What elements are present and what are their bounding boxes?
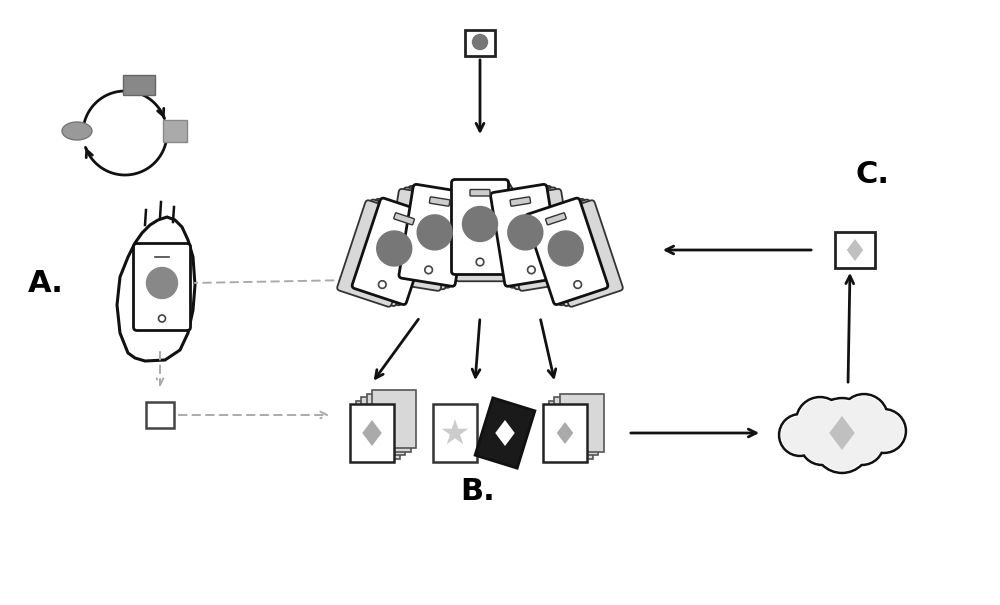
- Circle shape: [839, 420, 884, 465]
- FancyBboxPatch shape: [560, 393, 604, 451]
- Circle shape: [843, 424, 881, 462]
- FancyBboxPatch shape: [535, 200, 618, 306]
- Circle shape: [800, 420, 845, 465]
- Circle shape: [795, 396, 844, 445]
- FancyBboxPatch shape: [433, 404, 477, 462]
- Circle shape: [417, 215, 452, 250]
- FancyBboxPatch shape: [163, 120, 187, 142]
- Circle shape: [842, 396, 886, 440]
- FancyBboxPatch shape: [554, 397, 598, 455]
- Text: A.: A.: [28, 269, 64, 298]
- FancyBboxPatch shape: [356, 401, 400, 459]
- Circle shape: [812, 397, 872, 459]
- FancyBboxPatch shape: [546, 213, 566, 225]
- FancyBboxPatch shape: [361, 397, 405, 455]
- FancyBboxPatch shape: [134, 243, 191, 330]
- FancyBboxPatch shape: [495, 186, 566, 288]
- FancyBboxPatch shape: [526, 198, 608, 304]
- FancyBboxPatch shape: [394, 213, 414, 225]
- FancyBboxPatch shape: [543, 404, 587, 462]
- Circle shape: [799, 400, 841, 442]
- FancyBboxPatch shape: [352, 198, 434, 304]
- Polygon shape: [362, 420, 382, 446]
- Circle shape: [817, 420, 867, 470]
- Circle shape: [803, 424, 841, 462]
- FancyBboxPatch shape: [394, 186, 465, 288]
- Circle shape: [462, 206, 498, 241]
- FancyBboxPatch shape: [372, 390, 416, 448]
- Circle shape: [782, 417, 818, 453]
- FancyBboxPatch shape: [123, 75, 155, 95]
- FancyBboxPatch shape: [475, 398, 535, 468]
- FancyBboxPatch shape: [146, 402, 174, 428]
- FancyBboxPatch shape: [454, 184, 511, 279]
- Circle shape: [802, 423, 842, 463]
- FancyBboxPatch shape: [337, 200, 420, 307]
- Circle shape: [377, 231, 412, 266]
- Circle shape: [781, 416, 819, 454]
- FancyBboxPatch shape: [389, 188, 460, 289]
- FancyBboxPatch shape: [835, 232, 875, 268]
- FancyBboxPatch shape: [366, 393, 411, 451]
- Circle shape: [548, 231, 583, 266]
- Circle shape: [864, 411, 904, 451]
- FancyBboxPatch shape: [470, 189, 490, 196]
- Circle shape: [840, 393, 889, 442]
- Polygon shape: [495, 420, 515, 446]
- FancyBboxPatch shape: [429, 197, 450, 206]
- Polygon shape: [829, 416, 855, 450]
- FancyBboxPatch shape: [491, 185, 561, 286]
- FancyBboxPatch shape: [451, 180, 509, 275]
- Circle shape: [815, 401, 869, 455]
- FancyBboxPatch shape: [465, 30, 495, 56]
- FancyBboxPatch shape: [531, 199, 613, 306]
- Circle shape: [778, 413, 822, 457]
- Ellipse shape: [62, 122, 92, 140]
- FancyBboxPatch shape: [540, 200, 623, 307]
- Polygon shape: [557, 422, 573, 444]
- Polygon shape: [847, 239, 863, 261]
- FancyBboxPatch shape: [510, 197, 531, 206]
- Circle shape: [146, 267, 178, 298]
- FancyBboxPatch shape: [453, 182, 510, 276]
- Circle shape: [798, 399, 842, 443]
- FancyBboxPatch shape: [456, 186, 513, 281]
- Circle shape: [842, 423, 882, 463]
- Circle shape: [814, 416, 870, 474]
- FancyBboxPatch shape: [347, 199, 429, 306]
- Polygon shape: [117, 217, 195, 361]
- Circle shape: [814, 400, 870, 456]
- Circle shape: [473, 34, 488, 50]
- Circle shape: [508, 215, 543, 250]
- FancyBboxPatch shape: [548, 401, 593, 459]
- FancyBboxPatch shape: [500, 188, 571, 289]
- Text: B.: B.: [461, 477, 495, 506]
- Text: C.: C.: [855, 160, 889, 189]
- Circle shape: [862, 408, 906, 454]
- FancyBboxPatch shape: [350, 404, 394, 462]
- FancyBboxPatch shape: [342, 200, 425, 306]
- Circle shape: [816, 419, 868, 471]
- Circle shape: [865, 412, 903, 450]
- FancyBboxPatch shape: [505, 189, 575, 291]
- FancyBboxPatch shape: [385, 189, 455, 291]
- FancyBboxPatch shape: [399, 185, 469, 286]
- Polygon shape: [442, 419, 468, 444]
- Circle shape: [843, 397, 885, 439]
